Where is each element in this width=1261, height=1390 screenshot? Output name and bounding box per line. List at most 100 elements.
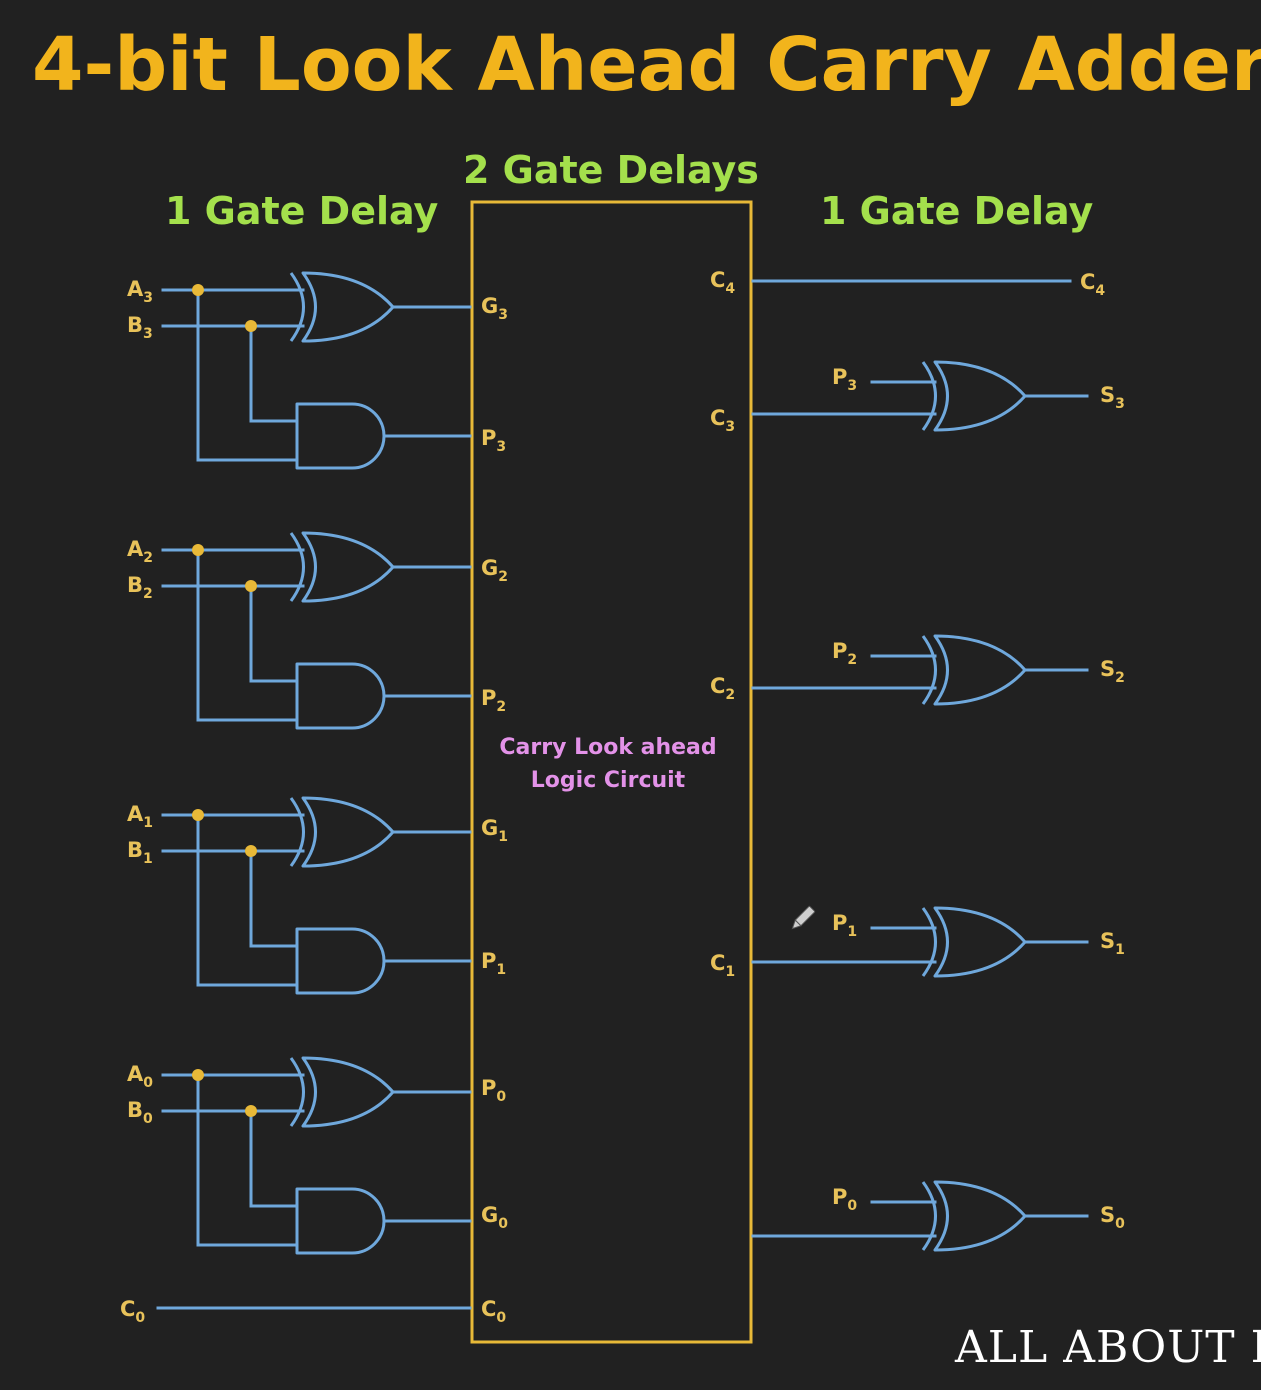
input-a-label: A3 [127, 277, 153, 306]
input-a-branch-wire [196, 813, 299, 987]
box-left-pin-label-base: G [481, 1203, 498, 1227]
box-right-pin-label: C1 [710, 951, 735, 980]
input-a-label-base: A [127, 1062, 144, 1086]
box-left-pin-label: P1 [481, 949, 506, 978]
box-right-pin-label-base: C [710, 406, 725, 430]
sum-stage-0: P0 S0 [751, 1180, 1125, 1252]
input-b-label: B2 [127, 573, 153, 602]
box-left-pin-label-base: P [481, 949, 496, 973]
and-gate [295, 927, 386, 995]
sum-stage-3: P3 S3 [751, 360, 1125, 432]
s-output-label-base: S [1100, 657, 1115, 681]
xor-gate [289, 271, 395, 343]
input-b-branch-wire [249, 1109, 299, 1208]
input-a-branch-wire [196, 1073, 299, 1247]
input-b-label-sub: 1 [143, 851, 153, 867]
box-right-pin-label: C3 [710, 406, 735, 435]
box-left-pin-label-base: G [481, 294, 498, 318]
and-gate [295, 662, 386, 730]
s-output-label-base: S [1100, 1203, 1115, 1227]
p-input-label-sub: 0 [847, 1198, 857, 1214]
xor-gate [921, 1180, 1027, 1252]
input-a-label-base: A [127, 277, 144, 301]
input-a-label-base: A [127, 537, 144, 561]
xor-gate [921, 634, 1027, 706]
left-delay-heading: 1 Gate Delay [165, 189, 438, 233]
p-input-label-sub: 1 [847, 924, 857, 940]
p-input-label-sub: 2 [847, 652, 857, 668]
input-a-label-sub: 3 [143, 290, 153, 306]
p-input-label: P2 [832, 639, 857, 668]
input-stage-3: A3 B3 [127, 271, 472, 470]
input-a-label: A1 [127, 802, 153, 831]
p-input-label-base: P [832, 911, 847, 935]
middle-delay-heading: 2 Gate Delays [463, 148, 759, 192]
input-b-label-base: B [127, 838, 143, 862]
junction-dot [245, 1105, 257, 1117]
center-block-label-line1: Carry Look ahead [499, 735, 716, 760]
s-output-label-sub: 2 [1115, 670, 1125, 686]
box-right-pin-label-sub: 2 [725, 687, 735, 703]
right-delay-heading: 1 Gate Delay [820, 189, 1093, 233]
carry-in-label-sub: 0 [135, 1310, 145, 1326]
box-left-pin-label-base: C [481, 1297, 496, 1321]
junction-dot [245, 320, 257, 332]
carry-out-label: C4 [1080, 270, 1105, 299]
input-b-label: B3 [127, 313, 153, 342]
input-b-label-base: B [127, 573, 143, 597]
xor-gate [289, 796, 395, 868]
xor-gate [921, 360, 1027, 432]
box-left-pin-label-base: P [481, 686, 496, 710]
carry-out-label-sub: 4 [1095, 283, 1105, 299]
box-left-pin-label: G3 [481, 294, 508, 323]
input-b-label-sub: 0 [143, 1111, 153, 1127]
box-left-pin-label-sub: 3 [498, 307, 508, 323]
p-input-label: P1 [832, 911, 857, 940]
xor-gate [289, 1056, 395, 1128]
box-right-pin-label-base: C [710, 674, 725, 698]
box-left-pin-label-base: P [481, 1076, 496, 1100]
junction-dot [192, 809, 204, 821]
box-right-pin-label-base: C [710, 951, 725, 975]
box-left-pin-label: P0 [481, 1076, 506, 1105]
p-input-label-base: P [832, 1185, 847, 1209]
box-right-pin-label: C2 [710, 674, 735, 703]
s-output-label: S3 [1100, 383, 1125, 412]
page-title: 4-bit Look Ahead Carry Adder [32, 22, 1261, 108]
s-output-label-base: S [1100, 929, 1115, 953]
junction-dot [192, 1069, 204, 1081]
input-a-label: A2 [127, 537, 153, 566]
box-left-pin-label: C0 [481, 1297, 506, 1326]
s-output-label: S2 [1100, 657, 1125, 686]
input-a-label-base: A [127, 802, 144, 826]
box-right-pin-label-sub: 1 [725, 964, 735, 980]
box-left-pin-label-sub: 2 [498, 569, 508, 585]
xor-gate [289, 531, 395, 603]
box-right-pin-label-base: C [710, 268, 725, 292]
and-gate [295, 402, 386, 470]
input-a-label-sub: 2 [143, 550, 153, 566]
input-b-label-base: B [127, 313, 143, 337]
box-right-pin-label-sub: 4 [725, 281, 735, 297]
input-b-label: B1 [127, 838, 153, 867]
box-left-pin-label: P3 [481, 426, 506, 455]
junction-dot [192, 544, 204, 556]
and-gate [295, 1187, 386, 1255]
s-output-label-base: S [1100, 383, 1115, 407]
p-input-label-sub: 3 [847, 378, 857, 394]
box-right-pin-label: C4 [710, 268, 735, 297]
box-left-pin-label: G2 [481, 556, 508, 585]
input-b-label-base: B [127, 1098, 143, 1122]
input-b-branch-wire [249, 324, 299, 423]
carry-out-label-base: C [1080, 270, 1095, 294]
s-output-label-sub: 0 [1115, 1216, 1125, 1232]
box-left-pin-label-base: G [481, 816, 498, 840]
carry-in-label-base: C [120, 1297, 135, 1321]
s-output-label: S0 [1100, 1203, 1125, 1232]
s-output-label-sub: 1 [1115, 942, 1125, 958]
box-left-pin-label: G0 [481, 1203, 508, 1232]
pencil-cursor-icon [791, 905, 816, 930]
